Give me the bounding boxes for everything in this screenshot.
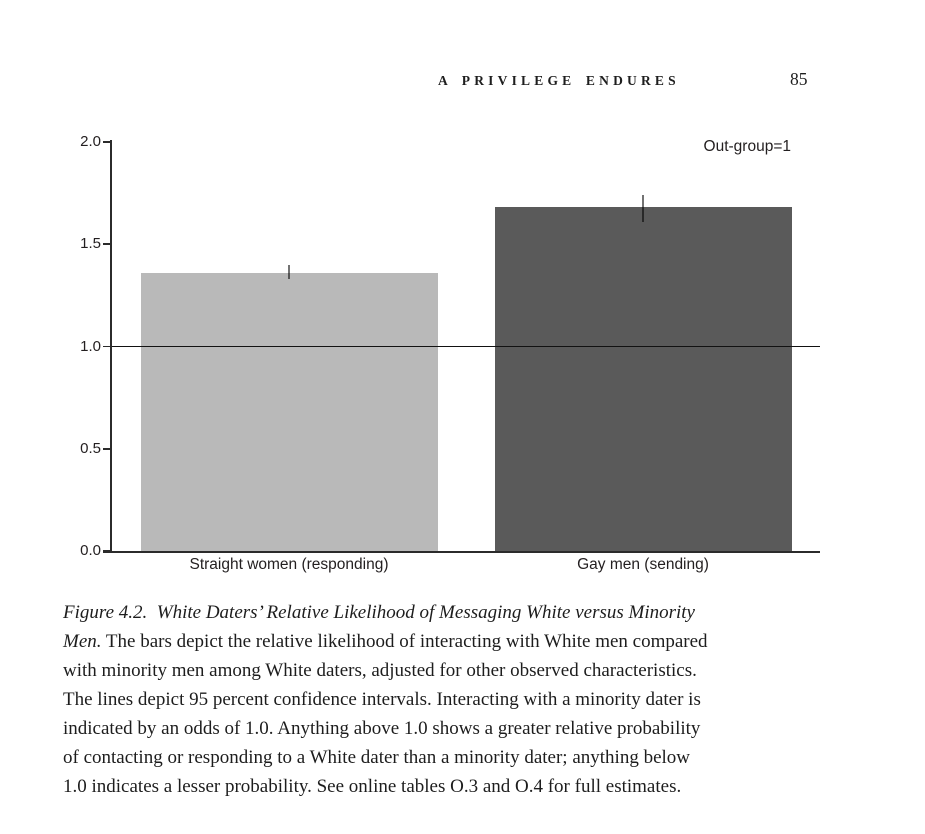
y-axis-tick xyxy=(103,345,111,348)
caption-line-1: Figure 4.2. White Daters’ Relative Likel… xyxy=(63,598,883,627)
caption-text-segment: The lines depict 95 percent confidence i… xyxy=(63,689,701,710)
x-axis-category-label-2: Gay men (sending) xyxy=(577,556,709,573)
y-axis xyxy=(110,140,113,551)
caption-line-6: of contacting or responding to a White d… xyxy=(63,743,883,772)
caption-text-segment: of contacting or responding to a White d… xyxy=(63,747,690,768)
caption-line-5: indicated by an odds of 1.0. Anything ab… xyxy=(63,714,883,743)
bar-chart-figure: 0.0 0.5 1.0 1.5 2.0 Out-group=1 Straight women… xyxy=(80,133,820,573)
figure-caption: Figure 4.2. White Daters’ Relative Likel… xyxy=(63,598,883,801)
caption-line-4: The lines depict 95 percent confidence i… xyxy=(63,685,883,714)
caption-text-segment: indicated by an odds of 1.0. Anything ab… xyxy=(63,718,701,739)
y-axis-tick-label: 1.5 xyxy=(80,235,101,253)
caption-line-3: with minority men among White daters, ad… xyxy=(63,656,883,685)
caption-text-segment: with minority men among White daters, ad… xyxy=(63,660,697,681)
error-bar-1 xyxy=(287,264,291,279)
y-axis-tick xyxy=(103,243,111,246)
y-axis-tick xyxy=(103,447,111,450)
error-bar-2 xyxy=(641,195,645,222)
caption-italic-segment: Men. xyxy=(63,631,102,652)
bar-2-gay-men-sending xyxy=(494,207,792,551)
reference-line xyxy=(112,345,820,348)
y-axis-tick-label: 0.5 xyxy=(80,439,101,457)
caption-italic-segment: Figure 4.2. White Daters’ Relative Likel… xyxy=(63,602,695,623)
outgroup-annotation: Out-group=1 xyxy=(703,138,791,155)
caption-line-2: Men. The bars depict the relative likeli… xyxy=(63,627,883,656)
running-head: A PRIVILEGE ENDURES xyxy=(438,73,680,88)
bar-1-straight-women-responding xyxy=(140,272,438,551)
x-axis xyxy=(103,551,820,553)
caption-text-segment: 1.0 indicates a lesser probability. See … xyxy=(63,776,682,797)
page-number: 85 xyxy=(790,69,808,89)
caption-text-segment: The bars depict the relative likelihood … xyxy=(101,631,708,652)
caption-line-7: 1.0 indicates a lesser probability. See … xyxy=(63,772,883,801)
y-axis-tick xyxy=(103,141,111,143)
y-axis-tick-label: 1.0 xyxy=(80,337,101,355)
x-axis-category-label-1: Straight women (responding) xyxy=(189,556,389,573)
y-axis-tick xyxy=(103,550,111,552)
y-axis-tick-label: 2.0 xyxy=(80,133,101,150)
y-axis-tick-label: 0.0 xyxy=(80,542,101,559)
